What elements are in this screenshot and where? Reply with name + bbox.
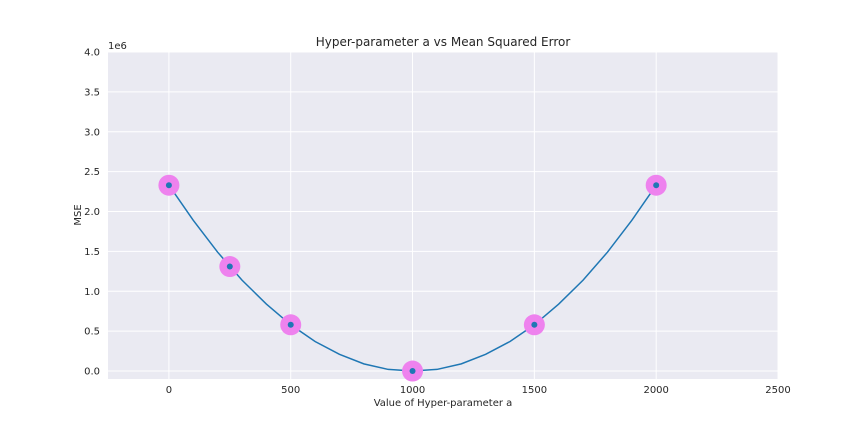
y-axis-label: MSE — [73, 204, 84, 225]
mse-point — [531, 321, 538, 328]
x-tick-label: 1000 — [400, 385, 425, 396]
x-axis-label: Value of Hyper-parameter a — [374, 398, 513, 409]
mse-point — [226, 263, 233, 270]
mse-point — [165, 182, 172, 189]
mse-points-layer — [158, 174, 667, 382]
y-tick-label: 2.5 — [84, 167, 100, 178]
y-offset-label: 1e6 — [108, 41, 127, 52]
y-tick-label: 3.5 — [84, 87, 100, 98]
y-tick-label: 3.0 — [84, 127, 100, 138]
mse-point — [409, 368, 416, 375]
x-tick-label: 2000 — [643, 385, 668, 396]
mse-point — [653, 182, 660, 189]
chart-title: Hyper-parameter a vs Mean Squared Error — [316, 35, 571, 49]
mse-point — [287, 321, 294, 328]
y-tick-label: 0.0 — [84, 367, 100, 378]
x-tick-label: 2500 — [765, 385, 790, 396]
x-tick-label: 1500 — [522, 385, 547, 396]
grid — [108, 51, 779, 379]
x-tick-label: 0 — [166, 385, 172, 396]
plot-background — [108, 52, 778, 379]
x-tick-label: 500 — [281, 385, 300, 396]
y-tick-label: 2.0 — [84, 207, 100, 218]
tick-labels: 0 500 1000 1500 2000 2500 0.0 0.5 1.0 1.5 2.0 2.5 3.… — [84, 48, 791, 397]
y-tick-label: 0.5 — [84, 327, 100, 338]
y-tick-label: 4.0 — [84, 48, 100, 59]
y-tick-label: 1.5 — [84, 247, 100, 258]
y-tick-label: 1.0 — [84, 287, 100, 298]
